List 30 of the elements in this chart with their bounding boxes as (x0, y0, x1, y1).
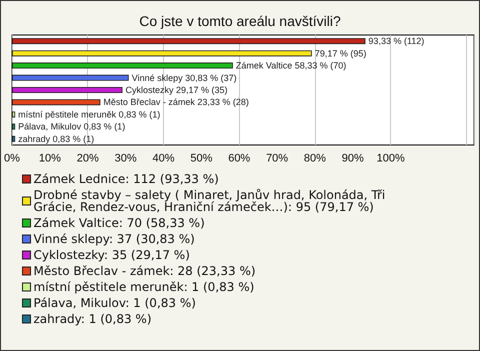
x-tick-label: 100% (376, 152, 405, 164)
legend-label: zahrady: 1 (0,83 %) (34, 312, 152, 326)
legend-label: Zámek Lednice: 112 (93,33 %) (34, 172, 219, 186)
data-label: místní pěstitele meruněk 0,83 % (1) (18, 109, 160, 120)
data-label: Zámek Valtice 58,33 % (70) (236, 60, 346, 71)
legend-label: Město Břeclav - zámek: 28 (23,33 %) (34, 264, 256, 278)
legend-label: Pálava, Mikulov: 1 (0,83 %) (34, 296, 196, 310)
data-label: Pálava, Mikulov 0,83 % (1) (18, 122, 126, 132)
x-tick-label: 30% (114, 152, 137, 164)
legend-label: Drobné stavby – salety ( Minaret, Janův hrad, Kolonáda, Tři Grácie, Rendez-vous, Hraniční zámeček…): 95 (79,17 %) (34, 188, 390, 214)
data-label: Město Břeclav - zámek 23,33 % (28) (103, 97, 249, 108)
x-tick-label: 70% (266, 152, 288, 164)
legend-label: místní pěstitele meruněk: 1 (0,83 %) (34, 280, 254, 294)
data-label: 93,33 % (112) (368, 36, 424, 46)
x-tick-label: 0% (4, 152, 20, 164)
data-label: 79,17 % (95) (314, 48, 366, 58)
x-tick-label: 10% (38, 152, 62, 164)
data-label: Vinné sklepy 30,83 % (37) (132, 72, 237, 83)
legend-label: Cyklostezky: 35 (29,17 %) (34, 248, 190, 262)
chart-title: Co jste v tomto areálu navštívili? (139, 13, 341, 29)
x-tick-label: 60% (228, 152, 250, 164)
legend-label: Zámek Valtice: 70 (58,33 %) (34, 216, 205, 230)
x-tick-label: 20% (76, 152, 99, 164)
x-tick-label: 90% (342, 152, 364, 164)
x-tick-label: 40% (152, 152, 175, 164)
data-label: zahrady 0,83 % (1) (18, 134, 94, 144)
x-tick-label: 50% (190, 152, 213, 164)
legend-label: Vinné sklepy: 37 (30,83 %) (34, 232, 195, 246)
data-label: Cyklostezky 29,17 % (35) (125, 85, 228, 95)
x-tick-label: 80% (304, 152, 326, 164)
